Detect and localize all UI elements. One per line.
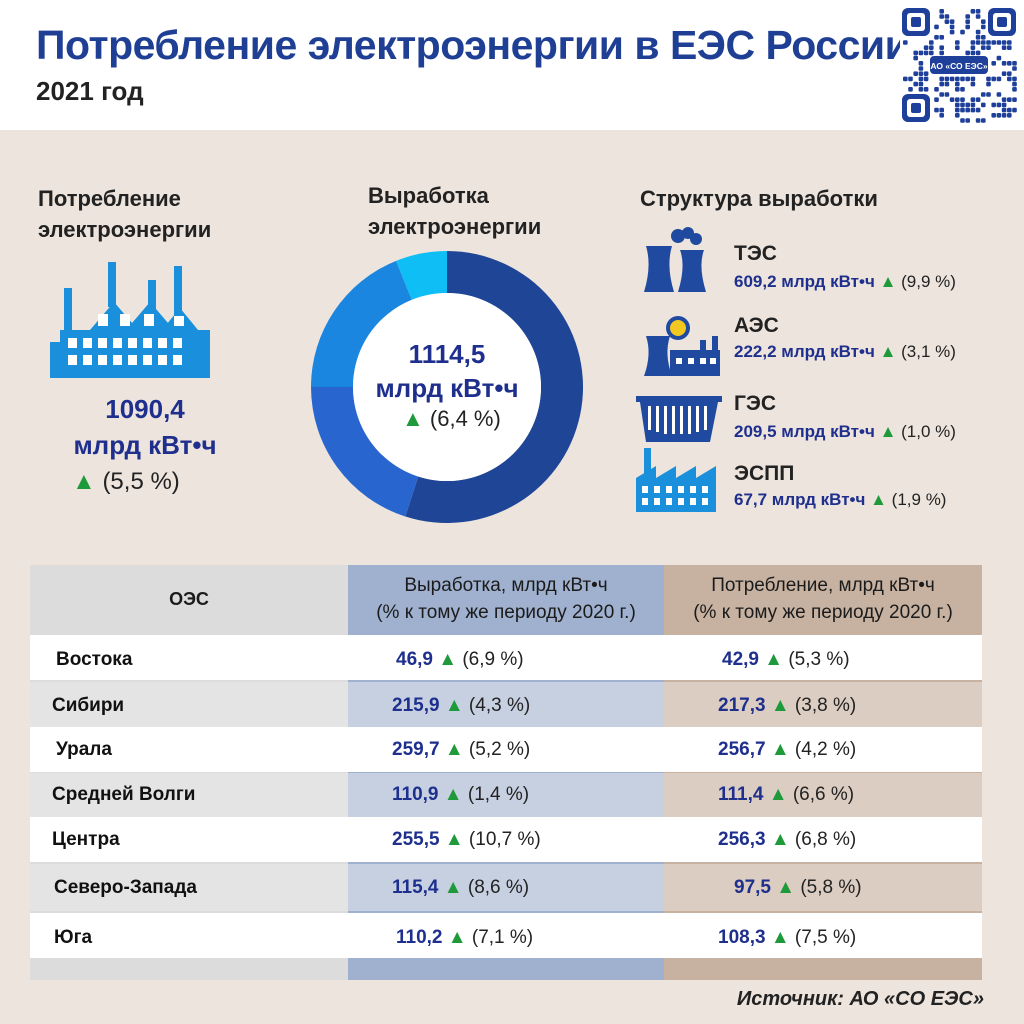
row-band-6-gen (348, 864, 664, 911)
qr-code-icon[interactable]: АО «СО ЕЭС» (900, 6, 1018, 124)
header: Потребление электроэнергии в ЕЭС России … (0, 0, 1024, 130)
row-band-2 (30, 682, 982, 727)
row-band-4-cons (664, 773, 982, 817)
header-generation: Выработка, млрд кВт•ч (% к тому же период… (376, 575, 636, 623)
up-arrow-icon: ▲ (764, 649, 784, 670)
up-arrow-icon: ▲ (879, 342, 897, 361)
header-consumption: Потребление, млрд кВт•ч (% к тому же пери… (693, 575, 953, 623)
table-row-cons: 97,5 ▲ (5,8 %) (734, 877, 862, 898)
table-row-name: Востока (56, 649, 133, 670)
table-row-name: Юга (54, 927, 93, 948)
table-row-cons: 42,9 ▲ (5,3 %) (722, 649, 850, 670)
row-band-4 (30, 773, 982, 817)
oes-table: ОЭС Выработка, млрд кВт•ч (% к тому же пе… (30, 565, 982, 980)
row-band-4-gen (348, 773, 664, 817)
donut-slice-АЭС (311, 387, 419, 517)
up-arrow-icon: ▲ (770, 829, 790, 850)
table-row-gen: 46,9 ▲ (6,9 %) (396, 649, 524, 670)
source-name-espp: ЭСПП (734, 462, 795, 485)
table-row-name: Центра (52, 829, 120, 850)
up-arrow-icon: ▲ (879, 272, 897, 291)
row-band-4-oes (30, 773, 348, 817)
up-arrow-icon: ▲ (444, 739, 464, 760)
up-arrow-icon: ▲ (444, 829, 464, 850)
table-row-name: Северо-Запада (54, 877, 197, 898)
table-row-cons: 256,3 ▲ (6,8 %) (718, 829, 857, 850)
nuclear-plant-icon (644, 316, 720, 376)
row-band-3 (30, 727, 982, 772)
source-name-tes: ТЭС (734, 242, 777, 265)
consumption-value: 1090,4 (105, 394, 185, 424)
source-value-ges: 209,5 млрд кВт•ч ▲ (1,0 %) (734, 422, 956, 441)
up-arrow-icon: ▲ (870, 490, 887, 509)
up-arrow-icon: ▲ (402, 406, 424, 431)
donut-slice-ГЭС (311, 260, 412, 388)
table-row-gen: 110,9 ▲ (1,4 %) (392, 784, 530, 805)
generation-label: Выработка электроэнергии (368, 183, 542, 239)
industrial-plant-icon (636, 448, 716, 512)
consumption-label: Потребление электроэнергии (38, 186, 212, 242)
donut-slice-ЭСПП (396, 251, 447, 300)
hydro-plant-icon (636, 396, 722, 442)
up-arrow-icon: ▲ (879, 422, 897, 441)
up-arrow-icon: ▲ (770, 927, 790, 948)
consumption-unit: млрд кВт•ч (73, 430, 217, 460)
page-title: Потребление электроэнергии в ЕЭС России (36, 22, 910, 68)
up-arrow-icon: ▲ (770, 739, 790, 760)
row-band-1 (30, 635, 982, 680)
page-subtitle: 2021 год (36, 76, 144, 106)
row-band-6-oes (30, 864, 348, 911)
table-row-gen: 110,2 ▲ (7,1 %) (396, 927, 534, 948)
generation-change: ▲ (6,4 %) (402, 406, 501, 431)
row-band-6 (30, 864, 982, 911)
source-note: Источник: АО «СО ЕЭС» (736, 988, 984, 1010)
source-value-tes: 609,2 млрд кВт•ч ▲ (9,9 %) (734, 272, 956, 291)
donut-slice-ТЭС (405, 251, 583, 523)
up-arrow-icon: ▲ (443, 877, 463, 898)
factory-icon (50, 262, 210, 378)
table-row-name: Урала (56, 739, 112, 760)
table-row-name: Средней Волги (52, 784, 196, 805)
table-row-gen: 255,5 ▲ (10,7 %) (392, 829, 541, 850)
table-row-gen: 215,9 ▲ (4,3 %) (392, 695, 531, 716)
row-band-7 (30, 913, 982, 958)
row-band-5 (30, 817, 982, 862)
qr-label: АО «СО ЕЭС» (930, 61, 987, 71)
generation-value: 1114,5 (408, 339, 486, 369)
table-row-gen: 115,4 ▲ (8,6 %) (392, 877, 530, 898)
table-row-cons: 256,7 ▲ (4,2 %) (718, 739, 857, 760)
up-arrow-icon: ▲ (444, 695, 464, 716)
up-arrow-icon: ▲ (776, 877, 796, 898)
up-arrow-icon: ▲ (438, 649, 458, 670)
up-arrow-icon: ▲ (443, 784, 463, 805)
structure-title: Структура выработки (640, 186, 878, 211)
source-name-ges: ГЭС (734, 392, 777, 415)
up-arrow-icon: ▲ (768, 784, 788, 805)
thermal-plant-icon (644, 227, 706, 292)
source-value-aes: 222,2 млрд кВт•ч ▲ (3,1 %) (734, 342, 956, 361)
table-row-name: Сибири (52, 695, 125, 716)
row-band-2-oes (30, 682, 348, 727)
row-band-6-cons (664, 864, 982, 911)
up-arrow-icon: ▲ (447, 927, 467, 948)
up-arrow-icon: ▲ (72, 468, 96, 495)
consumption-change: ▲ (5,5 %) (72, 468, 180, 495)
generation-unit: млрд кВт•ч (375, 373, 519, 403)
table-row-cons: 108,3 ▲ (7,5 %) (718, 927, 857, 948)
table-row-cons: 217,3 ▲ (3,8 %) (718, 695, 857, 716)
up-arrow-icon: ▲ (770, 695, 790, 716)
row-band-2-gen (348, 682, 664, 727)
source-name-aes: АЭС (734, 314, 779, 337)
source-value-espp: 67,7 млрд кВт•ч ▲ (1,9 %) (734, 490, 947, 509)
table-row-cons: 111,4 ▲ (6,6 %) (718, 784, 855, 805)
donut-hole (353, 293, 541, 481)
row-band-2-cons (664, 682, 982, 727)
header-oes: ОЭС (169, 588, 209, 609)
table-row-gen: 259,7 ▲ (5,2 %) (392, 739, 531, 760)
generation-donut-chart (311, 251, 583, 523)
